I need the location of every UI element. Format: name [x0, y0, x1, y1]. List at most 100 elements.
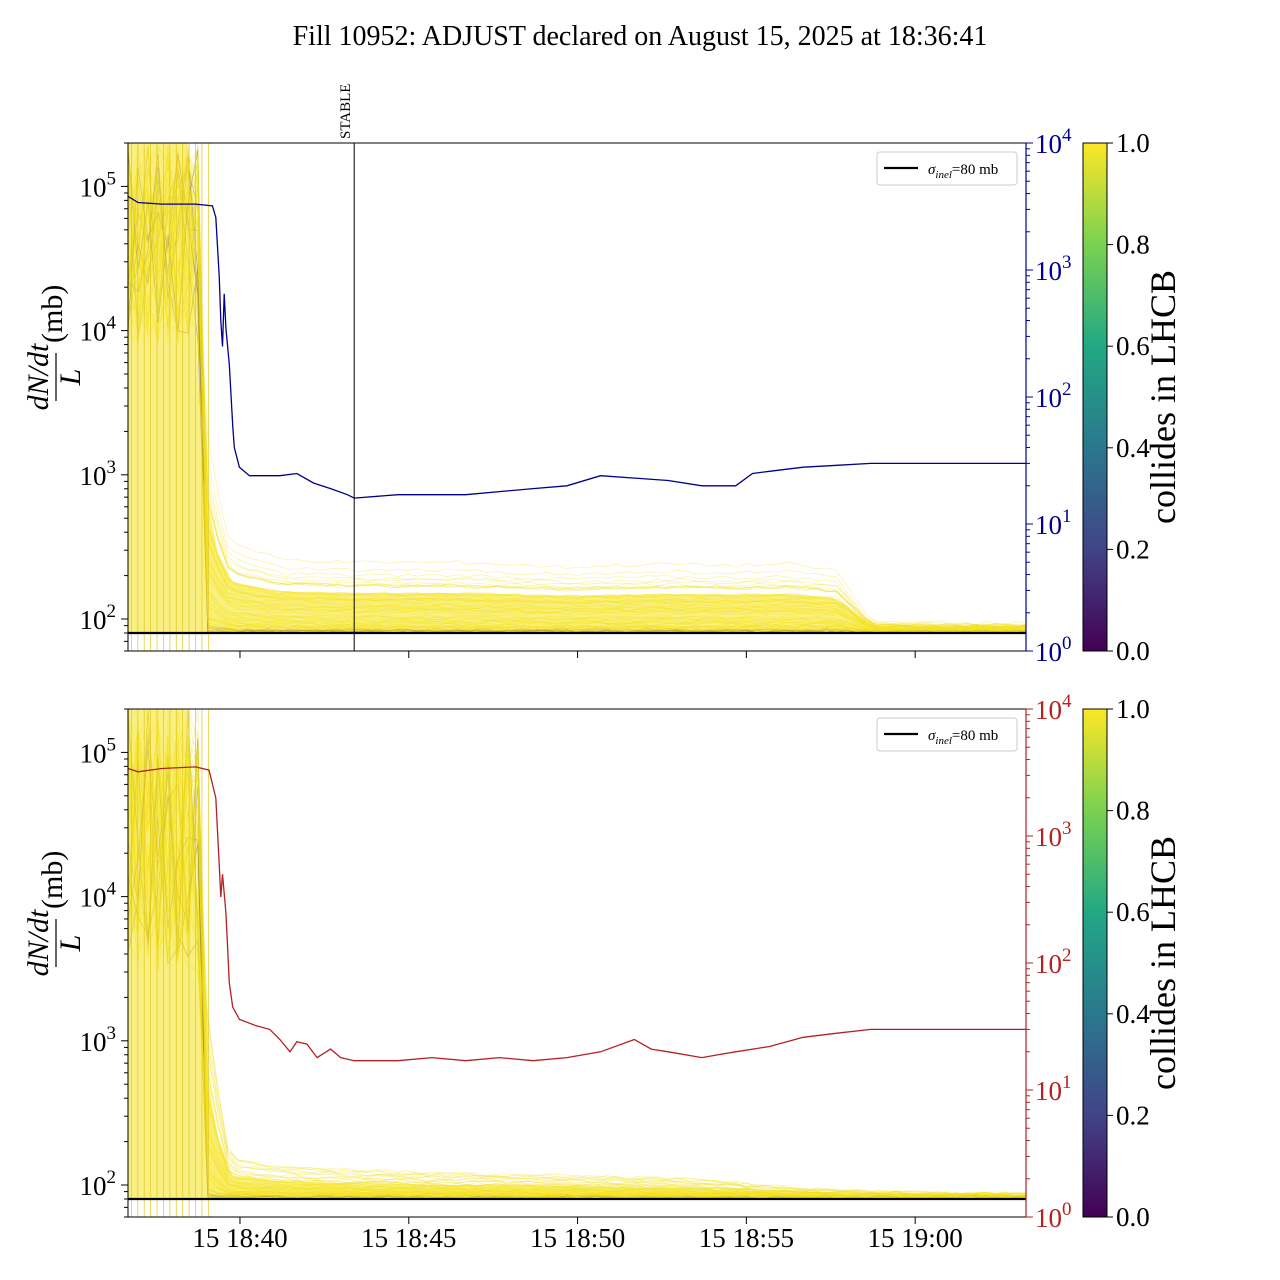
- colorbar-tick-label: 0.4: [1116, 999, 1150, 1029]
- bunch-trace: [128, 709, 1026, 1200]
- bunch-trace: [128, 148, 1026, 634]
- right-tick-label: 101: [1035, 1072, 1072, 1106]
- bunch-trace: [128, 774, 1026, 1200]
- bunch-trace: [128, 249, 1026, 628]
- bunch-trace: [128, 220, 1026, 632]
- bunch-trace: [128, 175, 1026, 632]
- bunch-trace: [128, 710, 1026, 1200]
- bunch-trace: [128, 154, 1026, 628]
- colorbar-gradient: [1082, 142, 1108, 652]
- y-label-denominator: L: [54, 935, 87, 953]
- colorbar-tick-label: 0.4: [1116, 433, 1150, 463]
- bunch-trace: [128, 185, 1026, 628]
- bunch-trace: [128, 725, 1026, 1200]
- bunch-trace: [128, 146, 1026, 631]
- bunch-trace: [128, 711, 1026, 1200]
- bunch-trace: [128, 741, 1026, 1200]
- left-tick-label: 102: [80, 601, 117, 635]
- x-tick-label: 15 18:40: [192, 1223, 287, 1253]
- bunch-trace: [128, 152, 1026, 629]
- colorbar-label: collides in LHCB: [1143, 270, 1183, 524]
- x-tick-label: 15 19:00: [868, 1223, 963, 1253]
- bunch-trace: [128, 728, 1026, 1200]
- bunch-trace: [128, 730, 1026, 1197]
- bunch-trace: [128, 164, 1026, 631]
- bunch-trace: [128, 735, 1026, 1197]
- bunch-trace: [128, 721, 1026, 1200]
- bunch-trace: [128, 147, 1026, 634]
- bunch-trace: [128, 751, 1026, 1199]
- bunch-trace: [128, 732, 1026, 1199]
- right-tick-label: 103: [1035, 818, 1072, 852]
- bunch-trace: [128, 742, 1026, 1197]
- colorbar-tick-label: 1.0: [1116, 694, 1150, 724]
- colorbar-tick-label: 0.2: [1116, 1100, 1150, 1130]
- legend-label: σinel=80 mb: [928, 728, 998, 747]
- colorbar-tick-label: 0.0: [1116, 1202, 1150, 1232]
- bunch-trace: [128, 159, 1026, 634]
- bunch-trace: [128, 158, 1026, 630]
- bunch-trace: [128, 145, 1026, 632]
- bunch-trace: [128, 753, 1026, 1198]
- bunch-trace: [128, 180, 1026, 629]
- bunch-trace: [128, 717, 1026, 1198]
- bunch-trace: [128, 740, 1026, 1199]
- bunch-trace: [128, 715, 1026, 1199]
- bunch-trace: [128, 751, 1026, 1199]
- bunch-trace: [128, 150, 1026, 629]
- y-axis-label: dN/dt L (mb): [22, 851, 87, 977]
- bunch-trace: [128, 730, 1026, 1199]
- right-tick-label: 104: [1035, 691, 1072, 725]
- bunch-trace: [128, 789, 1026, 1199]
- bunch-trace: [128, 709, 1026, 1200]
- bunch-trace: [128, 712, 1026, 1200]
- right-tick-label: 101: [1035, 506, 1072, 540]
- bunch-trace: [128, 719, 1026, 1200]
- left-tick-label: 102: [80, 1167, 117, 1201]
- plot-area: [128, 709, 1026, 1217]
- legend-box: [876, 717, 1018, 752]
- bunch-trace: [128, 750, 1026, 1200]
- x-tick-label: 15 18:45: [361, 1223, 456, 1253]
- bunch-trace: [128, 154, 1026, 629]
- bunch-trace: [128, 145, 1026, 634]
- bunch-trace: [128, 171, 1026, 634]
- bunch-traces: [128, 144, 1026, 634]
- bunch-trace: [128, 772, 1026, 1196]
- bunch-trace: [128, 145, 1026, 633]
- chart-title: Fill 10952: ADJUST declared on August 15…: [293, 21, 988, 52]
- bunch-trace: [128, 745, 1026, 1198]
- bunch-trace: [128, 716, 1026, 1196]
- top-colorbar: 0.0 0.2 0.4 0.6 0.8 1.0 collides in LHCB: [1082, 128, 1183, 666]
- bunch-trace: [128, 231, 1026, 630]
- bunch-trace: [128, 799, 1026, 1199]
- bunch-trace: [128, 709, 1026, 1200]
- bunch-trace: [128, 167, 1026, 632]
- colorbar-gradient: [1082, 708, 1108, 1218]
- bunch-trace: [128, 740, 1026, 1199]
- bunch-trace: [128, 729, 1026, 1198]
- bunch-trace: [128, 730, 1026, 1196]
- bunch-trace: [128, 731, 1026, 1199]
- bunch-trace: [128, 729, 1026, 1196]
- left-tick-label: 105: [80, 734, 117, 768]
- bunch-trace: [128, 149, 1026, 633]
- bunch-trace: [128, 165, 1026, 627]
- bunch-trace: [128, 745, 1026, 1200]
- bunch-trace: [128, 217, 1026, 633]
- series-line: [128, 195, 1026, 499]
- colorbar-tick-label: 0.2: [1116, 534, 1150, 564]
- bunch-trace: [128, 742, 1026, 1196]
- bunch-trace: [128, 734, 1026, 1200]
- y-label-numerator: dN/dt: [22, 909, 55, 976]
- bunch-trace: [128, 732, 1026, 1200]
- right-tick-label: 104: [1035, 125, 1072, 159]
- colorbar-label: collides in LHCB: [1143, 836, 1183, 1090]
- right-tick-label: 102: [1035, 945, 1072, 979]
- bunch-trace: [128, 144, 1026, 633]
- y-label-numerator: dN/dt: [22, 343, 55, 410]
- y-label-unit: (mb): [36, 851, 69, 909]
- right-tick-label: 100: [1035, 1199, 1072, 1233]
- bunch-trace: [128, 168, 1026, 634]
